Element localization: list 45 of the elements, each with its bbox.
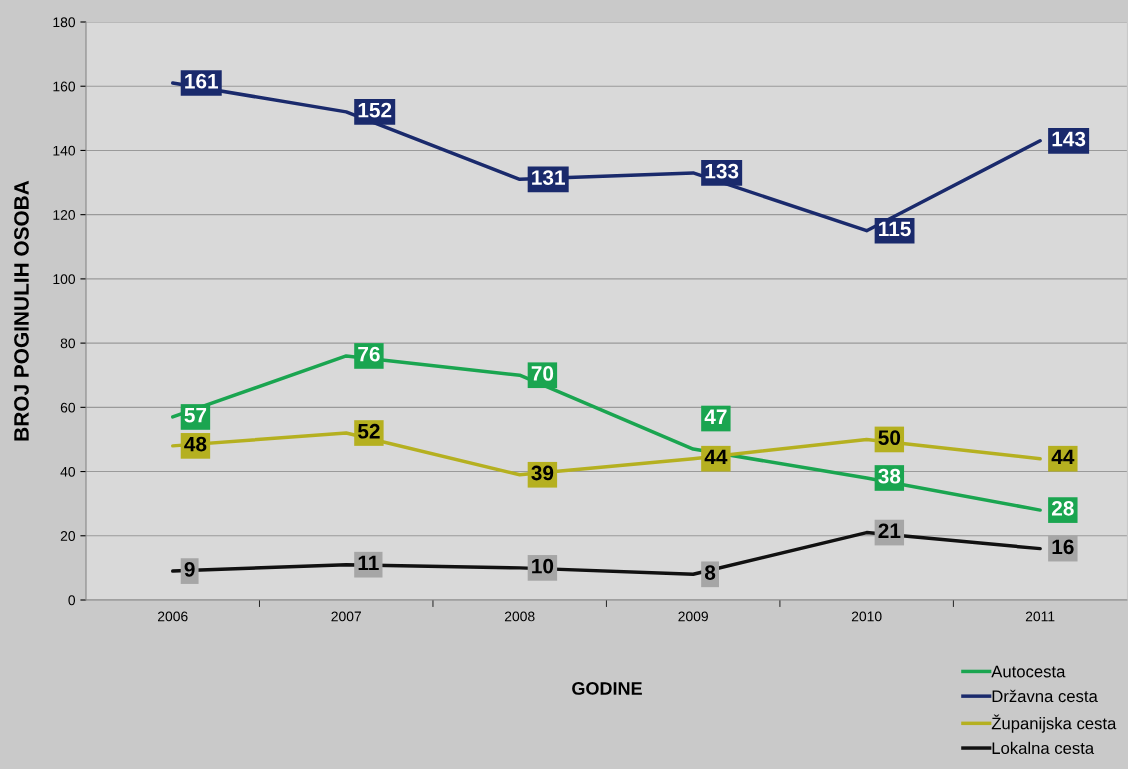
data-label: 115 [879, 221, 911, 237]
y-tick-label: 20 [60, 531, 76, 541]
data-label: 21 [878, 523, 901, 538]
y-tick-label: 160 [53, 81, 76, 92]
data-label: 44 [1051, 449, 1075, 465]
y-tick-label: 180 [53, 17, 76, 28]
data-label: 57 [184, 408, 207, 423]
data-label: 152 [358, 102, 392, 118]
data-label: 131 [532, 170, 565, 185]
y-tick-label: 140 [53, 145, 76, 156]
legend-label: Lokalna cesta [992, 741, 1095, 755]
legend-label: Županijska cesta [991, 714, 1117, 733]
data-label: 9 [184, 561, 195, 577]
x-axis-title: GODINE [572, 682, 642, 695]
data-label: 28 [1051, 500, 1074, 516]
y-tick-label: 0 [68, 595, 76, 606]
legend-label: Autocesta [991, 665, 1066, 678]
y-axis-title: BROJ POGINULIH OSOBA [14, 180, 29, 441]
y-tick-label: 40 [60, 466, 76, 477]
data-label: 44 [704, 449, 728, 465]
legend-label: Državna cesta [992, 689, 1098, 703]
data-label: 39 [531, 465, 554, 481]
data-label: 11 [358, 555, 379, 571]
data-label: 70 [531, 366, 554, 381]
y-tick-label: 80 [60, 338, 76, 349]
x-tick-label: 2011 [1025, 611, 1055, 622]
data-label: 133 [705, 163, 739, 179]
data-label: 47 [704, 409, 727, 424]
data-label: 161 [185, 73, 219, 89]
data-label: 38 [878, 468, 901, 484]
data-label: 48 [184, 436, 207, 452]
data-label: 143 [1052, 131, 1086, 147]
data-label: 50 [878, 430, 901, 446]
x-tick-label: 2009 [678, 611, 708, 622]
y-tick-label: 100 [53, 274, 76, 285]
y-tick-label: 60 [60, 402, 76, 413]
data-label: 76 [358, 346, 380, 362]
x-tick-label: 2006 [157, 611, 188, 622]
x-tick-label: 2010 [851, 611, 882, 622]
x-tick-label: 2008 [504, 611, 535, 622]
y-tick-label: 120 [53, 210, 76, 220]
x-tick-label: 2007 [331, 611, 361, 622]
data-label: 52 [357, 423, 380, 439]
data-label: 16 [1052, 539, 1074, 555]
data-label: 10 [532, 558, 554, 574]
